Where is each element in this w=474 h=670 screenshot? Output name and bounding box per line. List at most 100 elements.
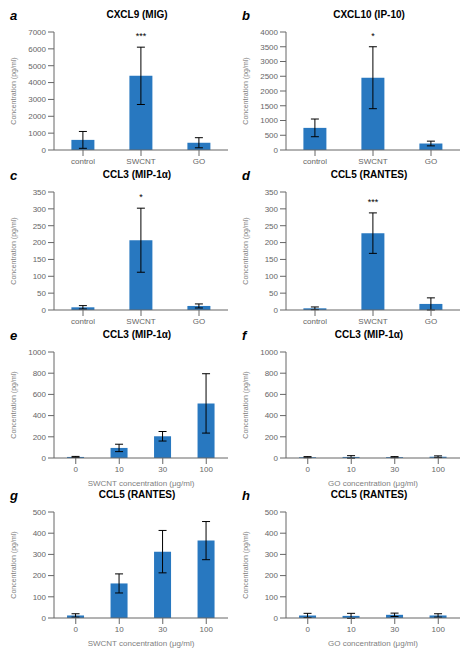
svg-text:100: 100 bbox=[33, 593, 47, 602]
svg-text:Concentration (pg/ml): Concentration (pg/ml) bbox=[10, 57, 18, 124]
svg-text:Concentration (pg/ml): Concentration (pg/ml) bbox=[10, 371, 18, 438]
svg-text:600: 600 bbox=[33, 390, 47, 399]
svg-text:200: 200 bbox=[33, 571, 47, 580]
svg-text:GO: GO bbox=[425, 157, 437, 166]
svg-text:3000: 3000 bbox=[28, 95, 46, 104]
svg-text:GO concentration (μg/ml): GO concentration (μg/ml) bbox=[328, 479, 418, 488]
svg-text:350: 350 bbox=[33, 188, 47, 197]
svg-text:GO concentration (μg/ml): GO concentration (μg/ml) bbox=[328, 639, 418, 648]
svg-text:400: 400 bbox=[33, 411, 47, 420]
svg-text:200: 200 bbox=[33, 238, 47, 247]
svg-text:200: 200 bbox=[265, 433, 279, 442]
svg-text:GO: GO bbox=[193, 157, 205, 166]
svg-text:1000: 1000 bbox=[28, 129, 46, 138]
svg-text:0: 0 bbox=[42, 454, 47, 463]
svg-text:300: 300 bbox=[33, 205, 47, 214]
svg-text:600: 600 bbox=[265, 390, 279, 399]
svg-text:0: 0 bbox=[42, 614, 47, 623]
svg-text:1500: 1500 bbox=[260, 102, 278, 111]
svg-text:1000: 1000 bbox=[260, 348, 278, 357]
svg-text:400: 400 bbox=[265, 529, 279, 538]
svg-text:100: 100 bbox=[265, 272, 279, 281]
svg-text:200: 200 bbox=[265, 238, 279, 247]
svg-text:1000: 1000 bbox=[28, 348, 46, 357]
svg-text:30: 30 bbox=[158, 625, 167, 634]
svg-text:*: * bbox=[371, 31, 375, 41]
svg-text:10: 10 bbox=[347, 465, 356, 474]
svg-text:6000: 6000 bbox=[28, 45, 46, 54]
svg-text:SWCNT: SWCNT bbox=[358, 317, 387, 326]
svg-text:Concentration (pg/ml): Concentration (pg/ml) bbox=[242, 531, 250, 598]
svg-text:4000: 4000 bbox=[260, 28, 278, 37]
svg-text:3000: 3000 bbox=[260, 57, 278, 66]
svg-text:800: 800 bbox=[265, 369, 279, 378]
svg-text:200: 200 bbox=[33, 433, 47, 442]
svg-text:7000: 7000 bbox=[28, 28, 46, 37]
svg-text:100: 100 bbox=[33, 272, 47, 281]
svg-text:150: 150 bbox=[33, 255, 47, 264]
svg-text:350: 350 bbox=[265, 188, 279, 197]
svg-text:4000: 4000 bbox=[28, 78, 46, 87]
svg-text:Concentration (pg/ml): Concentration (pg/ml) bbox=[242, 57, 250, 124]
svg-text:SWCNT concentration (μg/ml): SWCNT concentration (μg/ml) bbox=[88, 639, 195, 648]
svg-text:10: 10 bbox=[115, 625, 124, 634]
svg-text:GO: GO bbox=[425, 317, 437, 326]
svg-text:400: 400 bbox=[33, 529, 47, 538]
svg-text:50: 50 bbox=[37, 289, 46, 298]
svg-text:GO: GO bbox=[193, 317, 205, 326]
svg-text:5000: 5000 bbox=[28, 62, 46, 71]
svg-text:800: 800 bbox=[33, 369, 47, 378]
svg-text:control: control bbox=[303, 317, 327, 326]
svg-text:100: 100 bbox=[432, 465, 446, 474]
svg-text:0: 0 bbox=[306, 625, 311, 634]
svg-text:500: 500 bbox=[265, 508, 279, 517]
svg-text:300: 300 bbox=[33, 550, 47, 559]
svg-text:30: 30 bbox=[390, 625, 399, 634]
svg-text:SWCNT: SWCNT bbox=[126, 157, 155, 166]
svg-text:30: 30 bbox=[158, 465, 167, 474]
svg-text:Concentration (pg/ml): Concentration (pg/ml) bbox=[10, 531, 18, 598]
svg-text:SWCNT concentration (μg/ml): SWCNT concentration (μg/ml) bbox=[88, 479, 195, 488]
svg-text:0: 0 bbox=[274, 614, 279, 623]
svg-text:*: * bbox=[139, 192, 143, 202]
svg-text:control: control bbox=[71, 157, 95, 166]
svg-text:***: *** bbox=[136, 31, 147, 41]
svg-text:2000: 2000 bbox=[28, 112, 46, 121]
svg-text:100: 100 bbox=[200, 465, 214, 474]
svg-text:10: 10 bbox=[347, 625, 356, 634]
svg-text:150: 150 bbox=[265, 255, 279, 264]
svg-text:500: 500 bbox=[265, 131, 279, 140]
svg-text:250: 250 bbox=[33, 222, 47, 231]
svg-text:300: 300 bbox=[265, 205, 279, 214]
svg-text:1000: 1000 bbox=[260, 116, 278, 125]
svg-text:100: 100 bbox=[432, 625, 446, 634]
svg-text:200: 200 bbox=[265, 571, 279, 580]
svg-text:0: 0 bbox=[42, 146, 47, 155]
svg-text:400: 400 bbox=[265, 411, 279, 420]
svg-text:0: 0 bbox=[306, 465, 311, 474]
svg-text:***: *** bbox=[368, 197, 379, 207]
svg-text:250: 250 bbox=[265, 222, 279, 231]
svg-text:30: 30 bbox=[390, 465, 399, 474]
svg-text:0: 0 bbox=[74, 465, 79, 474]
svg-text:500: 500 bbox=[33, 508, 47, 517]
svg-text:100: 100 bbox=[265, 593, 279, 602]
svg-text:SWCNT: SWCNT bbox=[126, 317, 155, 326]
svg-text:Concentration (pg/ml): Concentration (pg/ml) bbox=[242, 217, 250, 284]
svg-text:3500: 3500 bbox=[260, 43, 278, 52]
svg-text:10: 10 bbox=[115, 465, 124, 474]
svg-text:2500: 2500 bbox=[260, 72, 278, 81]
svg-text:control: control bbox=[303, 157, 327, 166]
svg-text:0: 0 bbox=[274, 306, 279, 315]
svg-text:control: control bbox=[71, 317, 95, 326]
svg-text:Concentration (pg/ml): Concentration (pg/ml) bbox=[242, 371, 250, 438]
svg-text:SWCNT: SWCNT bbox=[358, 157, 387, 166]
svg-text:100: 100 bbox=[200, 625, 214, 634]
svg-text:0: 0 bbox=[42, 306, 47, 315]
svg-text:0: 0 bbox=[74, 625, 79, 634]
svg-text:0: 0 bbox=[274, 146, 279, 155]
svg-text:0: 0 bbox=[274, 454, 279, 463]
svg-text:300: 300 bbox=[265, 550, 279, 559]
svg-text:50: 50 bbox=[269, 289, 278, 298]
svg-text:2000: 2000 bbox=[260, 87, 278, 96]
